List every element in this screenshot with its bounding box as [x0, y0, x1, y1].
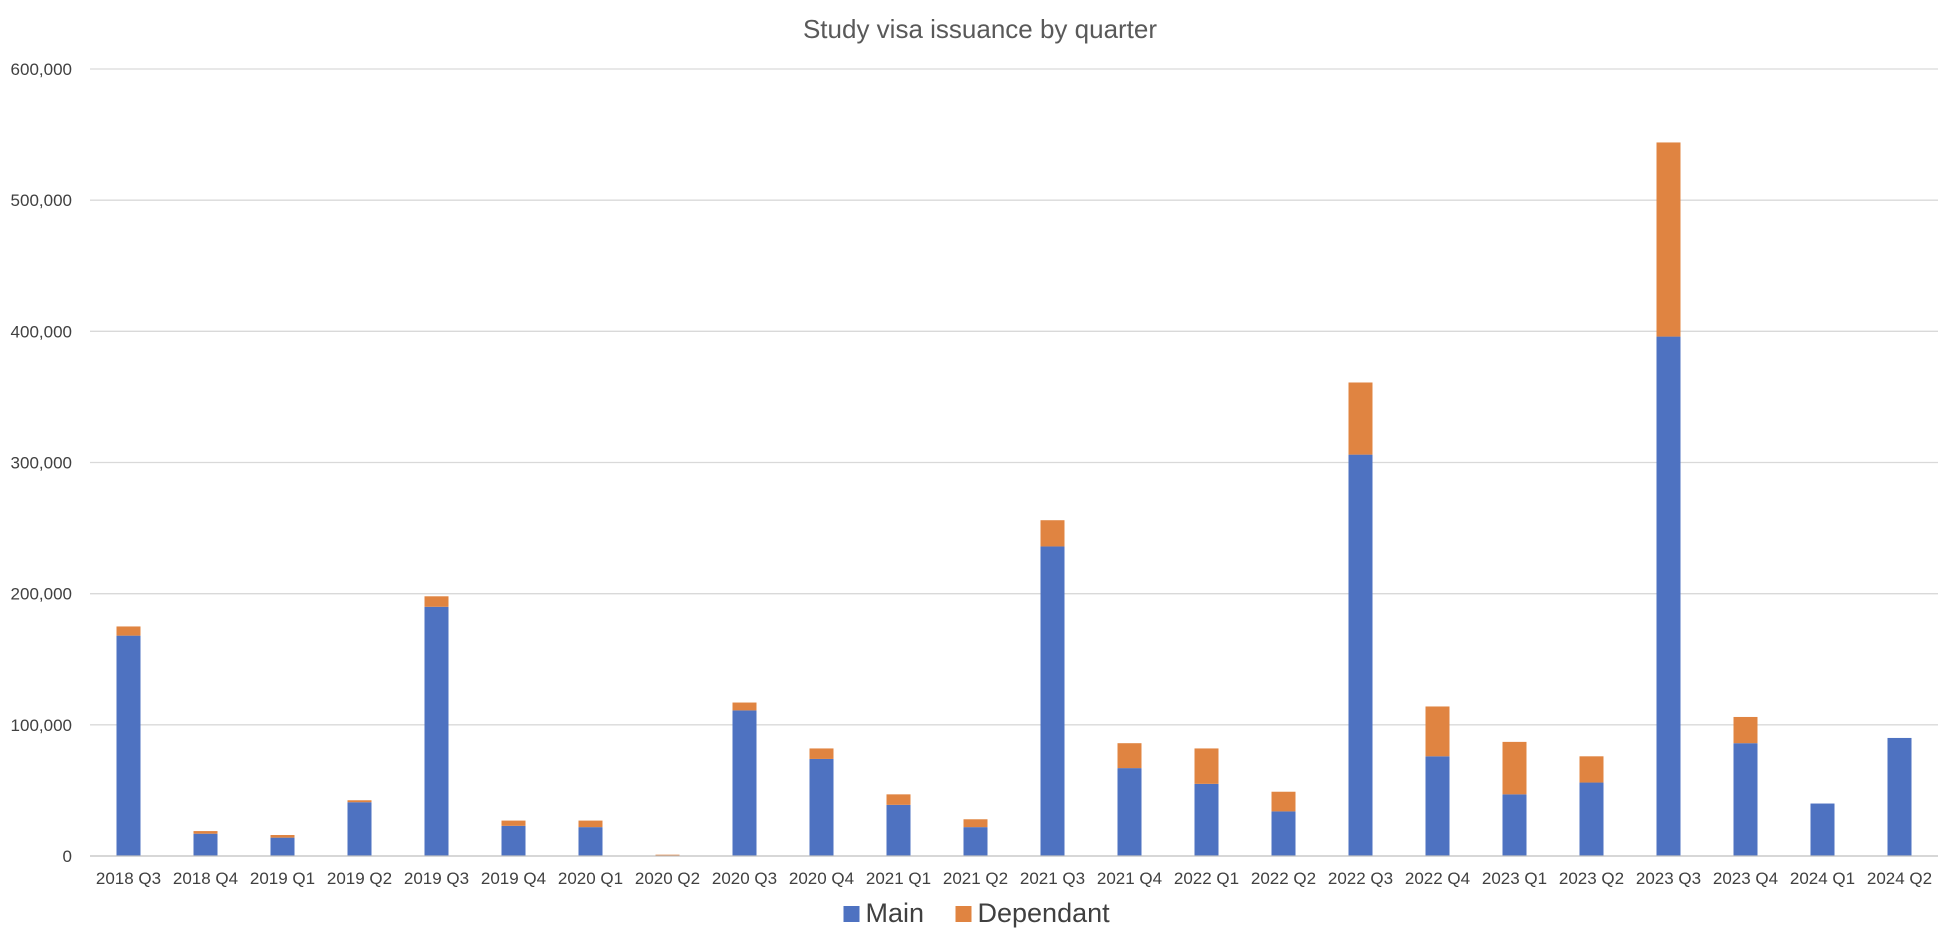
gridlines: [90, 68, 1938, 726]
y-axis-ticks: 0 100,000 200,000 300,000 400,000 500,000 600,…: [11, 60, 72, 866]
bar-main-2024-q1: [1810, 803, 1835, 856]
x-tick-label: 2021 Q2: [943, 869, 1008, 888]
bar-main-2024-q2: [1887, 737, 1912, 856]
x-tick-label: 2022 Q3: [1328, 869, 1393, 888]
bar-dependant-2021-q3: [1040, 520, 1065, 547]
bar-main-2023-q1: [1502, 794, 1527, 856]
bar-main-2023-q4: [1733, 743, 1758, 856]
x-tick-label: 2021 Q1: [866, 869, 931, 888]
bar-dependant-2023-q3: [1656, 142, 1681, 337]
bar-main-2019-q4: [501, 825, 526, 856]
x-tick-label: 2019 Q2: [327, 869, 392, 888]
legend: Main Dependant: [843, 898, 1111, 928]
bar-dependant-2019-q4: [501, 820, 526, 826]
bar-main-2021-q4: [1117, 768, 1142, 856]
legend-swatch-dependant: [955, 906, 972, 922]
x-tick-label: 2023 Q4: [1713, 869, 1778, 888]
bar-dependant-2019-q2: [347, 800, 372, 803]
bar-main-2019-q3: [424, 606, 449, 856]
bar-main-2018-q3: [116, 635, 141, 856]
bar-main-2019-q1: [270, 837, 295, 856]
x-tick-label: 2024 Q1: [1790, 869, 1855, 888]
bar-dependant-2022-q1: [1194, 748, 1219, 784]
y-tick-label: 300,000: [11, 454, 72, 473]
bar-dependant-2023-q4: [1733, 716, 1758, 744]
x-tick-label: 2019 Q3: [404, 869, 469, 888]
x-tick-label: 2018 Q4: [173, 869, 238, 888]
bar-dependant-2020-q1: [578, 820, 603, 828]
chart-title: Study visa issuance by quarter: [803, 14, 1157, 44]
y-tick-label: 100,000: [11, 716, 72, 735]
y-tick-label: 500,000: [11, 191, 72, 210]
bar-dependant-2019-q1: [270, 835, 295, 838]
bar-dependant-2021-q1: [886, 794, 911, 805]
x-tick-label: 2022 Q2: [1251, 869, 1316, 888]
x-tick-label: 2020 Q1: [558, 869, 623, 888]
bar-main-2021-q1: [886, 804, 911, 856]
bar-dependant-2022-q3: [1348, 382, 1373, 455]
x-axis-ticks: 2018 Q3 2018 Q4 2019 Q1 2019 Q2 2019 Q3 2019 …: [96, 869, 1932, 888]
bar-main-2022-q4: [1425, 756, 1450, 856]
y-tick-label: 400,000: [11, 322, 72, 341]
bars: [116, 142, 1912, 857]
legend-label-dependant: Dependant: [978, 898, 1111, 928]
x-tick-label: 2021 Q3: [1020, 869, 1085, 888]
bar-dependant-2019-q3: [424, 596, 449, 607]
bar-dependant-2022-q2: [1271, 791, 1296, 812]
bar-dependant-2018-q3: [116, 626, 141, 636]
y-tick-label: 600,000: [11, 60, 72, 79]
bar-main-2021-q3: [1040, 546, 1065, 856]
bar-dependant-2023-q1: [1502, 741, 1527, 795]
bar-main-2022-q2: [1271, 811, 1296, 856]
bar-main-2022-q3: [1348, 454, 1373, 856]
bar-dependant-2023-q2: [1579, 756, 1604, 783]
bar-main-2019-q2: [347, 802, 372, 856]
x-tick-label: 2020 Q2: [635, 869, 700, 888]
x-tick-label: 2019 Q1: [250, 869, 315, 888]
bar-main-2018-q4: [193, 833, 218, 856]
x-tick-label: 2022 Q1: [1174, 869, 1239, 888]
bar-dependant-2020-q2: [655, 854, 680, 856]
legend-label-main: Main: [866, 898, 925, 928]
x-tick-label: 2024 Q2: [1867, 869, 1932, 888]
bar-main-2020-q3: [732, 710, 757, 856]
bar-main-2021-q2: [963, 827, 988, 856]
y-tick-label: 0: [63, 847, 72, 866]
x-tick-label: 2023 Q1: [1482, 869, 1547, 888]
bar-dependant-2021-q4: [1117, 743, 1142, 769]
y-tick-label: 200,000: [11, 585, 72, 604]
bar-main-2022-q1: [1194, 783, 1219, 856]
bar-dependant-2020-q3: [732, 702, 757, 711]
bar-dependant-2020-q4: [809, 748, 834, 759]
bar-dependant-2021-q2: [963, 819, 988, 828]
bar-main-2020-q1: [578, 827, 603, 856]
bar-main-2023-q2: [1579, 782, 1604, 856]
x-tick-label: 2018 Q3: [96, 869, 161, 888]
bar-main-2023-q3: [1656, 336, 1681, 857]
x-tick-label: 2023 Q3: [1636, 869, 1701, 888]
x-tick-label: 2022 Q4: [1405, 869, 1470, 888]
x-tick-label: 2023 Q2: [1559, 869, 1624, 888]
x-tick-label: 2019 Q4: [481, 869, 546, 888]
bar-dependant-2018-q4: [193, 831, 218, 834]
x-tick-label: 2020 Q3: [712, 869, 777, 888]
legend-swatch-main: [843, 906, 860, 922]
bar-dependant-2022-q4: [1425, 706, 1450, 757]
x-tick-label: 2021 Q4: [1097, 869, 1162, 888]
bar-main-2020-q4: [809, 758, 834, 856]
x-tick-label: 2020 Q4: [789, 869, 854, 888]
